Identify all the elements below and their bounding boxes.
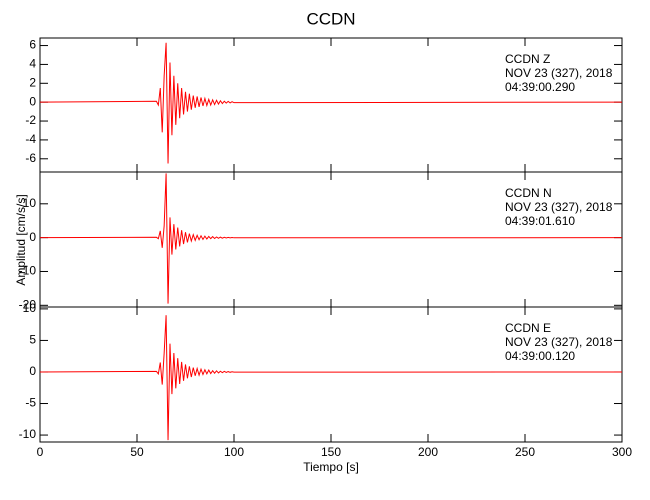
y-tick-label: -6: [25, 151, 36, 165]
annotation: NOV 23 (327), 2018: [505, 335, 613, 349]
y-tick-label: -10: [19, 427, 37, 441]
x-tick-label: 100: [224, 445, 244, 459]
annotation: 04:39:01.610: [505, 214, 575, 228]
waveform: [39, 42, 623, 164]
y-tick-label: -4: [25, 132, 36, 146]
x-axis-label: Tiempo [s]: [303, 460, 359, 474]
x-tick-label: 150: [321, 445, 341, 459]
y-tick-label: 5: [29, 333, 36, 347]
annotation: CCDN E: [505, 321, 551, 335]
x-tick-label: 200: [418, 445, 438, 459]
y-tick-label: 0: [29, 94, 36, 108]
x-tick-label: 300: [612, 445, 632, 459]
y-tick-label: 6: [29, 38, 36, 52]
x-tick-label: 250: [515, 445, 535, 459]
chart-title: CCDN: [306, 9, 355, 28]
x-tick-label: 0: [37, 445, 44, 459]
y-tick-label: 0: [29, 230, 36, 244]
annotation: NOV 23 (327), 2018: [505, 200, 613, 214]
waveform: [39, 315, 623, 441]
y-tick-label: 10: [23, 196, 37, 210]
y-tick-label: -2: [25, 113, 36, 127]
y-axis-label: Amplitud [cm/s/s]: [14, 194, 28, 285]
annotation: 04:39:00.120: [505, 349, 575, 363]
annotation: CCDN N: [505, 186, 552, 200]
y-tick-label: 0: [29, 364, 36, 378]
annotation: 04:39:00.290: [505, 80, 575, 94]
annotation: CCDN Z: [505, 52, 550, 66]
y-tick-label: 10: [23, 301, 37, 315]
y-tick-label: -10: [19, 264, 37, 278]
annotation: NOV 23 (327), 2018: [505, 66, 613, 80]
y-tick-label: -20: [19, 297, 37, 311]
y-tick-label: 4: [29, 57, 36, 71]
y-tick-label: -5: [25, 396, 36, 410]
x-tick-label: 50: [130, 445, 144, 459]
y-tick-label: 2: [29, 75, 36, 89]
waveform: [39, 173, 623, 304]
